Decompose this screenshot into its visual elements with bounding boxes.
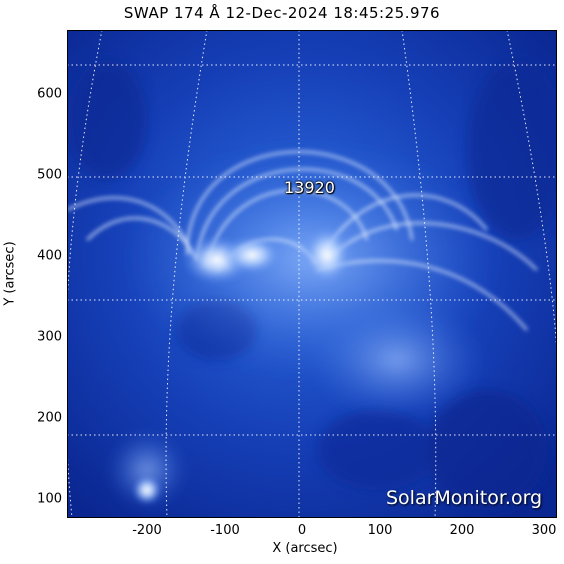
y-tick-label: 600 — [37, 86, 62, 102]
x-tick-label: 200 — [449, 523, 475, 538]
solar-image — [67, 30, 557, 518]
x-tick-label: -100 — [210, 523, 240, 538]
watermark-text: SolarMonitor.org — [386, 487, 543, 509]
y-axis-label: Y (arcsec) — [2, 241, 18, 306]
active-region-label: 13920 — [284, 178, 335, 197]
x-tick-label: 0 — [297, 523, 307, 538]
y-tick-label: 100 — [37, 491, 62, 507]
y-tick-label: 400 — [37, 248, 62, 264]
dark-regions — [67, 60, 557, 510]
x-axis-label: X (arcsec) — [272, 541, 338, 556]
y-tick-label: 200 — [37, 410, 62, 426]
y-tick-label: 300 — [37, 329, 62, 345]
active-region-cores — [132, 225, 352, 505]
coordinate-grid — [67, 30, 557, 518]
image-title: SWAP 174 Å 12-Dec-2024 18:45:25.976 — [123, 4, 441, 22]
x-tick-label: 100 — [367, 523, 393, 538]
x-tick-label: 300 — [531, 523, 557, 538]
x-tick-label: -200 — [132, 523, 162, 538]
y-tick-label: 500 — [37, 167, 62, 183]
